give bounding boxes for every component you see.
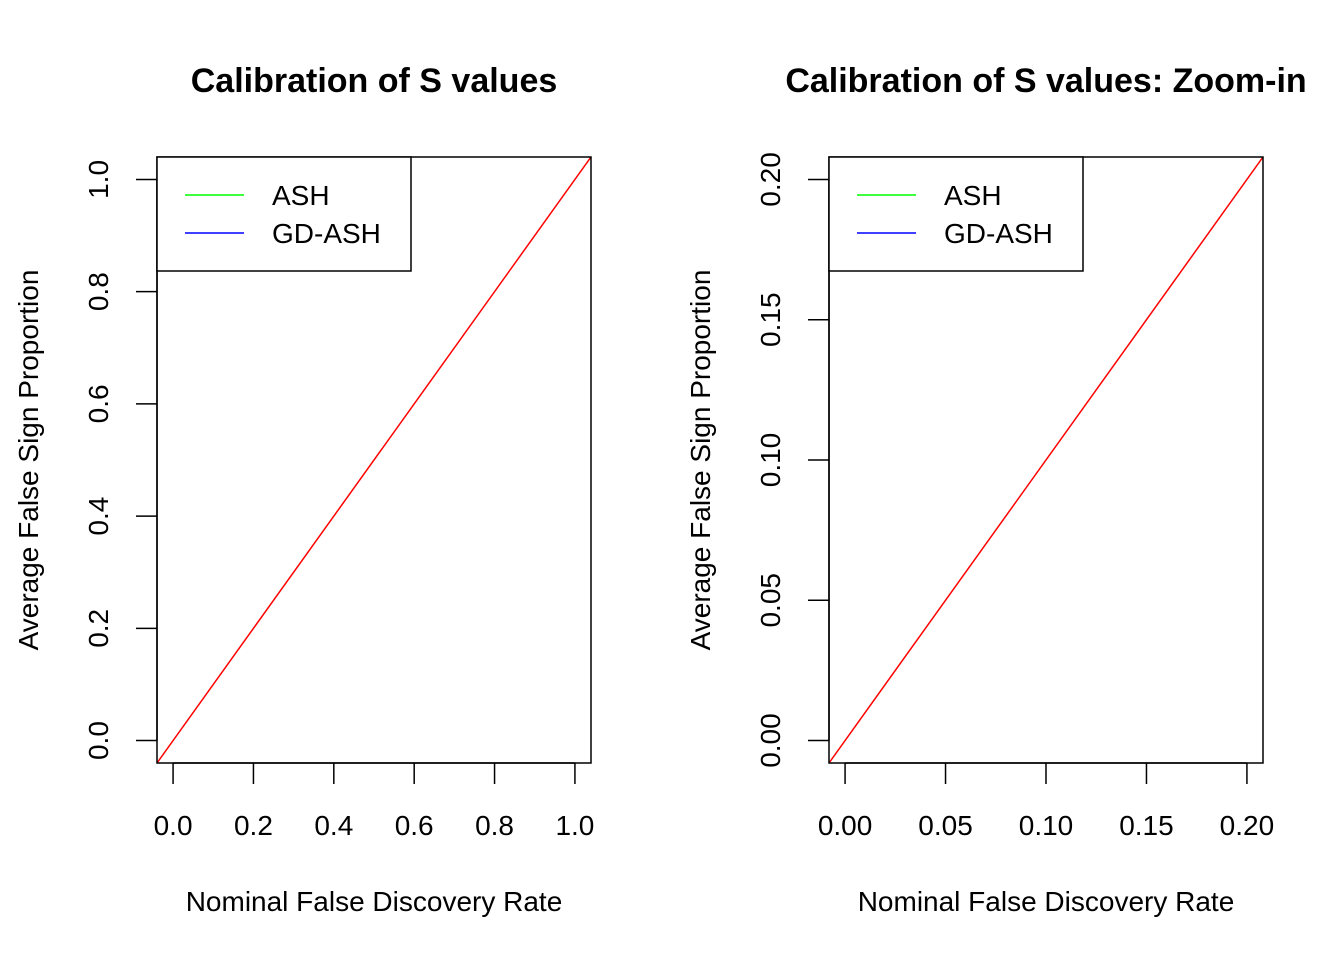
x-tick-label: 0.0	[154, 810, 193, 841]
x-tick-label: 0.6	[395, 810, 434, 841]
legend: ASH GD-ASH	[828, 156, 1084, 272]
chart-title: Calibration of S values	[191, 62, 558, 100]
chart-panel-2: Calibration of S values: Zoom-in 0.00 0.05…	[685, 62, 1307, 917]
legend: ASH GD-ASH	[156, 156, 412, 272]
legend-label: ASH	[944, 180, 1002, 211]
legend-label: ASH	[272, 180, 330, 211]
x-tick-label: 0.10	[1019, 810, 1074, 841]
y-axis-label: Average False Sign Proportion	[685, 270, 716, 651]
y-tick-label: 0.15	[755, 292, 786, 347]
y-tick-label: 0.4	[83, 497, 114, 536]
x-axis-label: Nominal False Discovery Rate	[186, 886, 563, 917]
y-tick-label: 0.20	[755, 152, 786, 207]
x-tick-label: 1.0	[555, 810, 594, 841]
y-tick-label: 0.10	[755, 433, 786, 488]
x-tick-label: 0.20	[1220, 810, 1275, 841]
legend-label: GD-ASH	[272, 218, 381, 249]
legend-label: GD-ASH	[944, 218, 1053, 249]
x-axis-label: Nominal False Discovery Rate	[858, 886, 1235, 917]
y-tick-label: 0.6	[83, 384, 114, 423]
chart-title: Calibration of S values: Zoom-in	[785, 62, 1306, 100]
legend-box	[156, 156, 412, 272]
x-tick-label: 0.05	[918, 810, 973, 841]
y-tick-label: 0.8	[83, 272, 114, 311]
y-tick-label: 0.0	[83, 721, 114, 760]
y-tick-label: 0.2	[83, 609, 114, 648]
x-tick-label: 0.8	[475, 810, 514, 841]
x-tick-label: 0.15	[1119, 810, 1174, 841]
x-tick-label: 0.4	[314, 810, 353, 841]
y-tick-label: 0.05	[755, 573, 786, 628]
series-line-reference	[829, 157, 1263, 763]
chart-panel-1: Calibration of S values 0.0 0.2 0.4 0.6 0.8 1.…	[13, 62, 594, 917]
series-line-reference	[157, 157, 591, 763]
y-tick-label: 1.0	[83, 160, 114, 199]
y-axis-label: Average False Sign Proportion	[13, 270, 44, 651]
x-tick-label: 0.00	[818, 810, 873, 841]
x-tick-label: 0.2	[234, 810, 273, 841]
y-tick-label: 0.00	[755, 713, 786, 768]
legend-box	[828, 156, 1084, 272]
